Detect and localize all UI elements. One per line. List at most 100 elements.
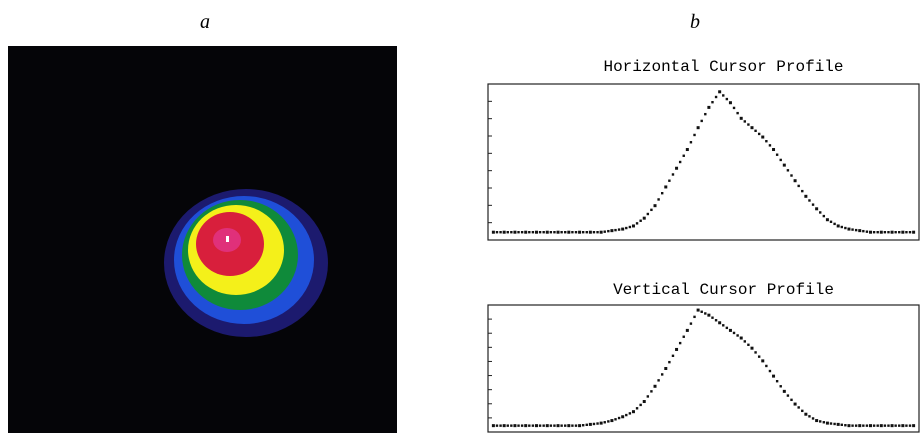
profile-dot (876, 424, 879, 427)
profile-dot (876, 231, 879, 234)
profile-point (578, 230, 582, 234)
profile-dot (596, 231, 599, 234)
profile-dot (528, 424, 531, 427)
profile-dot (711, 316, 714, 319)
profile-point (793, 402, 797, 406)
profile-dot (883, 231, 887, 234)
profile-point (869, 424, 873, 428)
profile-point (761, 135, 765, 139)
profile-point (901, 424, 905, 428)
profile-dot (747, 123, 750, 126)
profile-dot (628, 225, 632, 229)
plot-frame (487, 304, 920, 433)
profile-dot (898, 231, 901, 234)
profile-point (728, 101, 732, 105)
profile-dot (542, 231, 545, 234)
profile-dot (549, 424, 553, 427)
profile-dot (872, 424, 876, 427)
profile-dot (829, 422, 833, 425)
profile-point (631, 224, 635, 228)
profile-dot (520, 231, 524, 234)
profile-dot (646, 395, 650, 398)
profile-point (825, 421, 829, 425)
profile-point (750, 346, 754, 350)
profile-point (728, 328, 732, 332)
profile-dot (693, 315, 696, 319)
profile-dot (747, 343, 750, 346)
profile-dot (732, 106, 736, 110)
profile-point (685, 148, 689, 152)
profile-dot (603, 421, 606, 424)
profile-point (793, 179, 797, 183)
profile-dot (768, 369, 772, 373)
profile-dot (786, 394, 790, 397)
profile-dot (801, 189, 804, 193)
plot-title: Vertical Cursor Profile (613, 281, 834, 299)
profile-point (750, 126, 754, 130)
profile-dot (840, 423, 843, 427)
profile-dot (908, 231, 912, 234)
profile-dot (650, 390, 653, 393)
profile-dot (678, 160, 682, 164)
profile-dot (872, 231, 876, 234)
profile-dot (732, 331, 736, 335)
profile-point (642, 400, 646, 404)
profile-point (545, 424, 549, 428)
profile-dot (790, 174, 793, 177)
profile-dot (862, 229, 865, 233)
profile-dot (887, 231, 890, 234)
profile-dot (553, 424, 556, 427)
peak-marker (226, 236, 229, 242)
profile-dot (592, 422, 596, 426)
profile-point (610, 419, 614, 423)
profile-dot (862, 424, 865, 427)
profile-dot (564, 231, 567, 234)
profile-dot (883, 424, 887, 427)
profile-dot (844, 226, 847, 230)
profile-dot (510, 424, 513, 427)
profile-dot (851, 228, 854, 231)
profile-point (869, 230, 873, 234)
profile-point (696, 126, 700, 130)
profile-dot (596, 422, 599, 425)
profile-point (815, 419, 819, 423)
profile-point (815, 207, 819, 211)
profile-point (804, 412, 808, 416)
profile-dot (671, 173, 675, 176)
plot-title: Horizontal Cursor Profile (603, 58, 843, 76)
profile-dot (704, 112, 707, 116)
profile-dot (765, 140, 768, 143)
beam-image (8, 46, 397, 433)
profile-point (534, 230, 538, 234)
profile-dot (571, 231, 574, 234)
profile-dot (549, 231, 553, 234)
profile-point (567, 230, 571, 234)
profile-dot (650, 208, 653, 212)
profile-point (653, 384, 657, 388)
profile-point (718, 90, 722, 94)
profile-point (718, 321, 722, 325)
profile-dot (854, 228, 858, 232)
profile-dot (538, 424, 542, 427)
profile-dot (581, 424, 585, 427)
profile-point (761, 359, 765, 363)
profile-dot (614, 418, 617, 421)
profile-dot (495, 424, 499, 427)
profile-dot (635, 407, 639, 410)
profile-point (685, 328, 689, 332)
profile-dot (898, 424, 901, 427)
profile-dot (682, 335, 685, 338)
profile-point (556, 424, 560, 428)
profile-dot (833, 422, 836, 426)
profile-point (664, 367, 668, 370)
profile-dot (743, 340, 747, 343)
profile-dot (722, 324, 725, 327)
profile-point (653, 204, 657, 208)
profile-point (696, 308, 700, 312)
profile-point (836, 224, 840, 228)
profile-dot (668, 360, 671, 364)
profile-dot (887, 424, 890, 427)
profile-dot (671, 354, 675, 357)
profile-dot (819, 211, 822, 214)
